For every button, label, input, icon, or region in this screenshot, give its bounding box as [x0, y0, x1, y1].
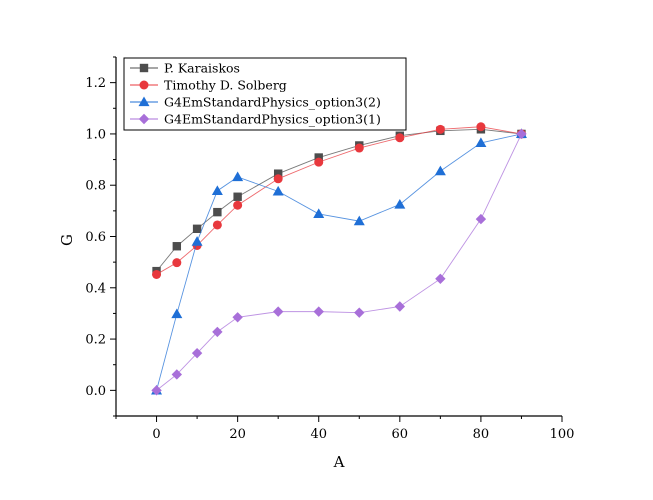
legend-marker [138, 96, 150, 107]
data-point [172, 242, 182, 251]
y-tick-label: 1.0 [85, 127, 106, 142]
data-point [192, 224, 202, 234]
data-point [476, 122, 486, 132]
data-point [516, 128, 527, 140]
legend-label: G4EmStandardPhysics_option3(1) [164, 112, 381, 127]
data-point [272, 185, 284, 196]
data-point [435, 124, 445, 134]
y-tick-label: 0.8 [85, 179, 106, 194]
data-point [313, 306, 324, 317]
series-line [156, 128, 522, 272]
data-point [353, 215, 365, 226]
series-3 [151, 128, 527, 396]
series-2 [151, 128, 527, 395]
y-tick-label: 0.4 [85, 281, 106, 296]
data-point [212, 220, 222, 230]
data-point [394, 301, 406, 312]
series-1 [152, 122, 526, 279]
data-point [354, 143, 364, 153]
data-point [191, 347, 203, 359]
y-tick-label: 1.2 [85, 76, 106, 91]
legend-box [123, 57, 407, 131]
series-line [156, 133, 522, 391]
data-point [171, 369, 183, 380]
x-tick-label: 60 [392, 427, 409, 442]
legend-marker [139, 80, 149, 90]
axes: 0 20 40 60 80 100 0.0 0.2 0.4 0.6 0.8 1.0 1.2 [85, 56, 575, 442]
data-point [211, 185, 223, 195]
data-point [191, 236, 203, 246]
data-point [475, 213, 487, 225]
x-axis-title: A [333, 453, 345, 471]
data-point [313, 208, 325, 219]
data-point [232, 312, 243, 323]
data-point [273, 174, 283, 184]
legend-label: G4EmStandardPhysics_option3(2) [164, 95, 381, 110]
series-line [156, 126, 522, 275]
data-point [152, 269, 162, 279]
x-tick-label: 40 [310, 427, 327, 442]
legend-marker [138, 113, 150, 125]
y-axis-title: G [58, 234, 76, 246]
y-tick-label: 0.6 [85, 230, 106, 245]
data-point [232, 171, 244, 182]
series-0 [152, 125, 526, 276]
data-point [434, 165, 446, 176]
x-tick-label: 20 [229, 427, 246, 442]
series-line [156, 133, 522, 391]
legend: P. Karaiskos Timothy D. Solberg G4EmStanda… [123, 57, 407, 131]
data-point [435, 273, 446, 285]
x-tick-label: 100 [550, 427, 575, 442]
data-point [233, 192, 242, 201]
data-point [272, 306, 284, 317]
legend-label: Timothy D. Solberg [164, 78, 287, 93]
data-point [273, 169, 283, 178]
data-point [394, 198, 406, 209]
data-point [395, 133, 405, 143]
data-point [212, 326, 223, 338]
legend-label: P. Karaiskos [164, 61, 240, 76]
data-point [314, 157, 324, 167]
data-point [171, 308, 183, 319]
data-point [475, 137, 487, 148]
x-tick-label: 0 [152, 427, 160, 442]
data-point [314, 153, 323, 162]
data-point [233, 200, 243, 210]
data-point [172, 258, 182, 268]
y-tick-label: 0.0 [85, 384, 106, 399]
data-point [151, 385, 162, 396]
x-tick-label: 80 [473, 427, 490, 442]
data-point [213, 207, 222, 217]
data-point [354, 307, 365, 318]
y-tick-label: 0.2 [85, 333, 106, 348]
series-layer [151, 122, 527, 396]
legend-marker [139, 63, 149, 73]
